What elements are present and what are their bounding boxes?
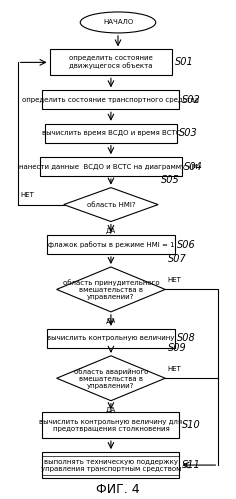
Text: S03: S03 <box>179 128 198 138</box>
Text: S11: S11 <box>182 460 200 470</box>
Text: область принудительного
вмешательства в
управлении?: область принудительного вмешательства в … <box>63 279 159 300</box>
Text: НЕТ: НЕТ <box>168 366 181 372</box>
Text: S08: S08 <box>177 333 196 343</box>
Bar <box>45 124 177 143</box>
Text: область HMI?: область HMI? <box>87 202 135 208</box>
Text: S06: S06 <box>177 240 196 250</box>
Text: ДА: ДА <box>106 318 116 324</box>
Text: S04: S04 <box>184 162 203 172</box>
Text: ДА: ДА <box>106 407 116 413</box>
Text: флажок работы в режиме HMI = 1: флажок работы в режиме HMI = 1 <box>48 241 174 248</box>
Bar <box>42 412 179 438</box>
Text: выполнять техническую поддержку
управления транспортным средством: выполнять техническую поддержку управлен… <box>41 459 181 472</box>
Text: ДА: ДА <box>106 228 116 234</box>
Text: НЕТ: НЕТ <box>20 192 34 198</box>
Text: вычислить контрольную величину для
предотвращения столкновения: вычислить контрольную величину для предо… <box>39 419 182 432</box>
Polygon shape <box>57 356 165 401</box>
Text: определить состояние транспортного средства: определить состояние транспортного средс… <box>22 97 199 103</box>
Text: область аварийного
вмешательства в
управлении?: область аварийного вмешательства в управ… <box>74 368 148 389</box>
Ellipse shape <box>80 12 156 33</box>
Polygon shape <box>64 188 158 222</box>
Text: НЕТ: НЕТ <box>168 277 181 283</box>
Text: вычислить время ВСДО и время ВСТС: вычислить время ВСДО и время ВСТС <box>42 130 180 136</box>
Bar <box>47 235 175 254</box>
Text: S07: S07 <box>168 254 186 264</box>
Text: определить состояние
движущегося объекта: определить состояние движущегося объекта <box>69 55 153 69</box>
Text: S09: S09 <box>168 343 186 353</box>
Text: НАЧАЛО: НАЧАЛО <box>103 19 133 25</box>
Polygon shape <box>57 267 165 312</box>
Text: ФИГ. 4: ФИГ. 4 <box>96 483 140 496</box>
Text: S10: S10 <box>182 420 200 430</box>
Bar <box>50 49 172 75</box>
Text: вычислить контрольную величину: вычислить контрольную величину <box>47 335 175 341</box>
Bar <box>47 329 175 348</box>
Bar <box>42 90 179 109</box>
Text: нанести данные  ВСДО и ВСТС на диаграмму «М»: нанести данные ВСДО и ВСТС на диаграмму … <box>20 164 202 170</box>
Bar <box>42 452 179 478</box>
Text: S05: S05 <box>160 175 179 185</box>
Text: S02: S02 <box>182 95 200 105</box>
Bar <box>40 157 182 176</box>
Text: S01: S01 <box>175 57 193 67</box>
